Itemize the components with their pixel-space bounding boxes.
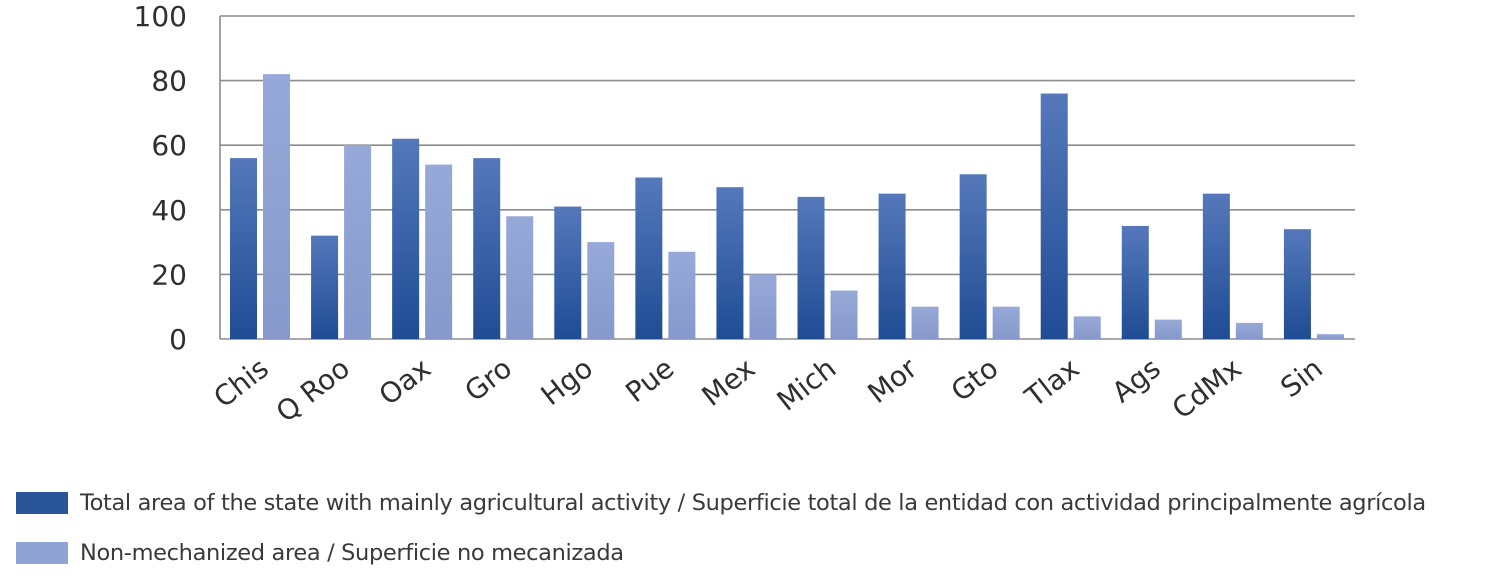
- bar-series-1-oax: [392, 138, 420, 339]
- bar-series-1-tlax: [1040, 93, 1068, 340]
- x-tick-label: Mich: [771, 352, 843, 418]
- y-tick-label: 40: [151, 194, 187, 227]
- legend-item-series-2: Non-mechanized area / Superficie no meca…: [16, 538, 1426, 568]
- x-tick-label: Gro: [459, 352, 519, 409]
- bar-series-1-gro: [473, 158, 501, 339]
- x-tick-label: Mex: [696, 352, 762, 413]
- x-tick-label: Oax: [373, 352, 437, 412]
- bar-series-2-hgo: [587, 242, 615, 339]
- bar-series-1-cdmx: [1202, 193, 1230, 339]
- bar-series-2-chis: [263, 74, 290, 339]
- x-tick-label: Hgo: [535, 352, 599, 412]
- legend: Total area of the state with mainly agri…: [16, 488, 1426, 588]
- bar-series-1-pue: [635, 177, 663, 339]
- bar-series-2-tlax: [1073, 316, 1101, 339]
- bar-series-1-gto: [959, 174, 987, 339]
- gridlines: [219, 15, 1355, 340]
- y-axis-tick-labels: 0 20 40 60 80 100: [134, 0, 187, 356]
- bar-series-2-sin: [1316, 334, 1344, 339]
- bar-series-1-mich: [797, 196, 825, 339]
- y-tick-label: 100: [134, 0, 187, 33]
- bar-series-2-oax: [425, 164, 453, 339]
- bar-series-2-cdmx: [1235, 322, 1263, 339]
- y-tick-label: 20: [151, 258, 187, 291]
- x-tick-label: Ags: [1106, 352, 1167, 410]
- legend-swatch-series-1: [16, 492, 68, 514]
- bar-series-1-chis: [230, 158, 257, 339]
- bar-series-1-ags: [1121, 225, 1149, 339]
- bar-series-1-mex: [716, 187, 744, 339]
- bar-series-1-hgo: [554, 206, 582, 339]
- legend-label-series-2: Non-mechanized area / Superficie no meca…: [80, 540, 624, 566]
- x-tick-label: Sin: [1274, 352, 1328, 405]
- y-tick-label: 0: [169, 323, 187, 356]
- legend-label-series-1: Total area of the state with mainly agri…: [80, 490, 1426, 516]
- x-tick-label: CdMx: [1166, 352, 1248, 426]
- bar-series-2-q-roo: [344, 145, 372, 339]
- bar-series-2-ags: [1154, 319, 1182, 339]
- x-tick-label: Mor: [861, 351, 923, 410]
- bars: [230, 74, 1344, 340]
- legend-swatch-series-2: [16, 542, 68, 564]
- bar-series-2-mich: [830, 290, 858, 339]
- x-tick-label: Tlax: [1018, 352, 1085, 415]
- bar-series-2-mex: [749, 274, 777, 339]
- bar-series-2-gto: [992, 306, 1020, 339]
- bar-series-2-mor: [911, 306, 939, 339]
- legend-item-series-1: Total area of the state with mainly agri…: [16, 488, 1426, 518]
- y-tick-label: 60: [151, 129, 187, 162]
- x-tick-label: Gto: [945, 352, 1005, 409]
- bar-series-2-gro: [506, 216, 534, 339]
- x-tick-label: Chis: [208, 352, 275, 415]
- x-tick-label: Q Roo: [270, 352, 356, 429]
- bar-series-1-sin: [1283, 229, 1311, 339]
- x-tick-label: Pue: [619, 352, 680, 410]
- bar-series-2-pue: [668, 251, 696, 339]
- bar-series-1-q-roo: [311, 235, 339, 339]
- bar-series-1-mor: [878, 193, 906, 339]
- chart: 0 20 40 60 80 100 Chis Q Roo Oax Gro Hgo Pue Mex Mic…: [16, 0, 1426, 566]
- y-tick-label: 80: [151, 65, 187, 98]
